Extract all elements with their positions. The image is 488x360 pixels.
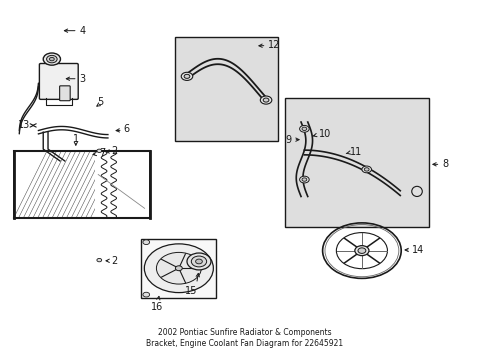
Circle shape <box>142 292 149 297</box>
Text: 12: 12 <box>267 40 280 50</box>
Circle shape <box>195 259 202 264</box>
Text: 3: 3 <box>79 74 85 84</box>
Circle shape <box>302 178 306 181</box>
Circle shape <box>181 72 192 80</box>
Circle shape <box>299 125 308 132</box>
Text: 16: 16 <box>151 302 163 312</box>
Circle shape <box>43 53 61 65</box>
Circle shape <box>46 55 57 63</box>
Circle shape <box>184 74 189 78</box>
Bar <box>285 98 428 227</box>
FancyBboxPatch shape <box>40 63 78 99</box>
Text: 11: 11 <box>349 147 362 157</box>
Circle shape <box>364 168 368 171</box>
Circle shape <box>97 149 102 153</box>
Circle shape <box>361 166 371 173</box>
FancyBboxPatch shape <box>60 86 70 101</box>
Text: 5: 5 <box>98 97 103 107</box>
Text: 14: 14 <box>411 245 424 255</box>
Circle shape <box>299 176 308 183</box>
Text: 2: 2 <box>111 256 117 266</box>
Circle shape <box>186 253 210 270</box>
Text: 15: 15 <box>184 286 197 296</box>
Text: 2: 2 <box>111 147 117 157</box>
Circle shape <box>175 266 182 271</box>
Circle shape <box>302 127 306 130</box>
Circle shape <box>191 256 206 267</box>
Circle shape <box>97 258 102 262</box>
Ellipse shape <box>411 186 422 197</box>
Text: 4: 4 <box>79 26 85 36</box>
Circle shape <box>357 248 365 253</box>
Text: 10: 10 <box>318 129 330 139</box>
Text: 7: 7 <box>99 148 105 158</box>
Text: 1: 1 <box>73 134 79 144</box>
Text: 13: 13 <box>18 121 30 130</box>
Text: 8: 8 <box>441 159 447 169</box>
Text: 6: 6 <box>123 125 130 135</box>
Text: 9: 9 <box>285 135 291 145</box>
Circle shape <box>144 244 213 293</box>
Circle shape <box>142 240 149 244</box>
Bar <box>141 239 215 298</box>
Circle shape <box>260 96 271 104</box>
Circle shape <box>156 252 201 284</box>
Circle shape <box>263 98 268 102</box>
Text: 2002 Pontiac Sunfire Radiator & Components
Bracket, Engine Coolant Fan Diagram f: 2002 Pontiac Sunfire Radiator & Componen… <box>145 328 343 348</box>
Circle shape <box>49 57 54 61</box>
Bar <box>14 151 150 219</box>
Circle shape <box>354 246 368 256</box>
Bar <box>175 37 278 141</box>
